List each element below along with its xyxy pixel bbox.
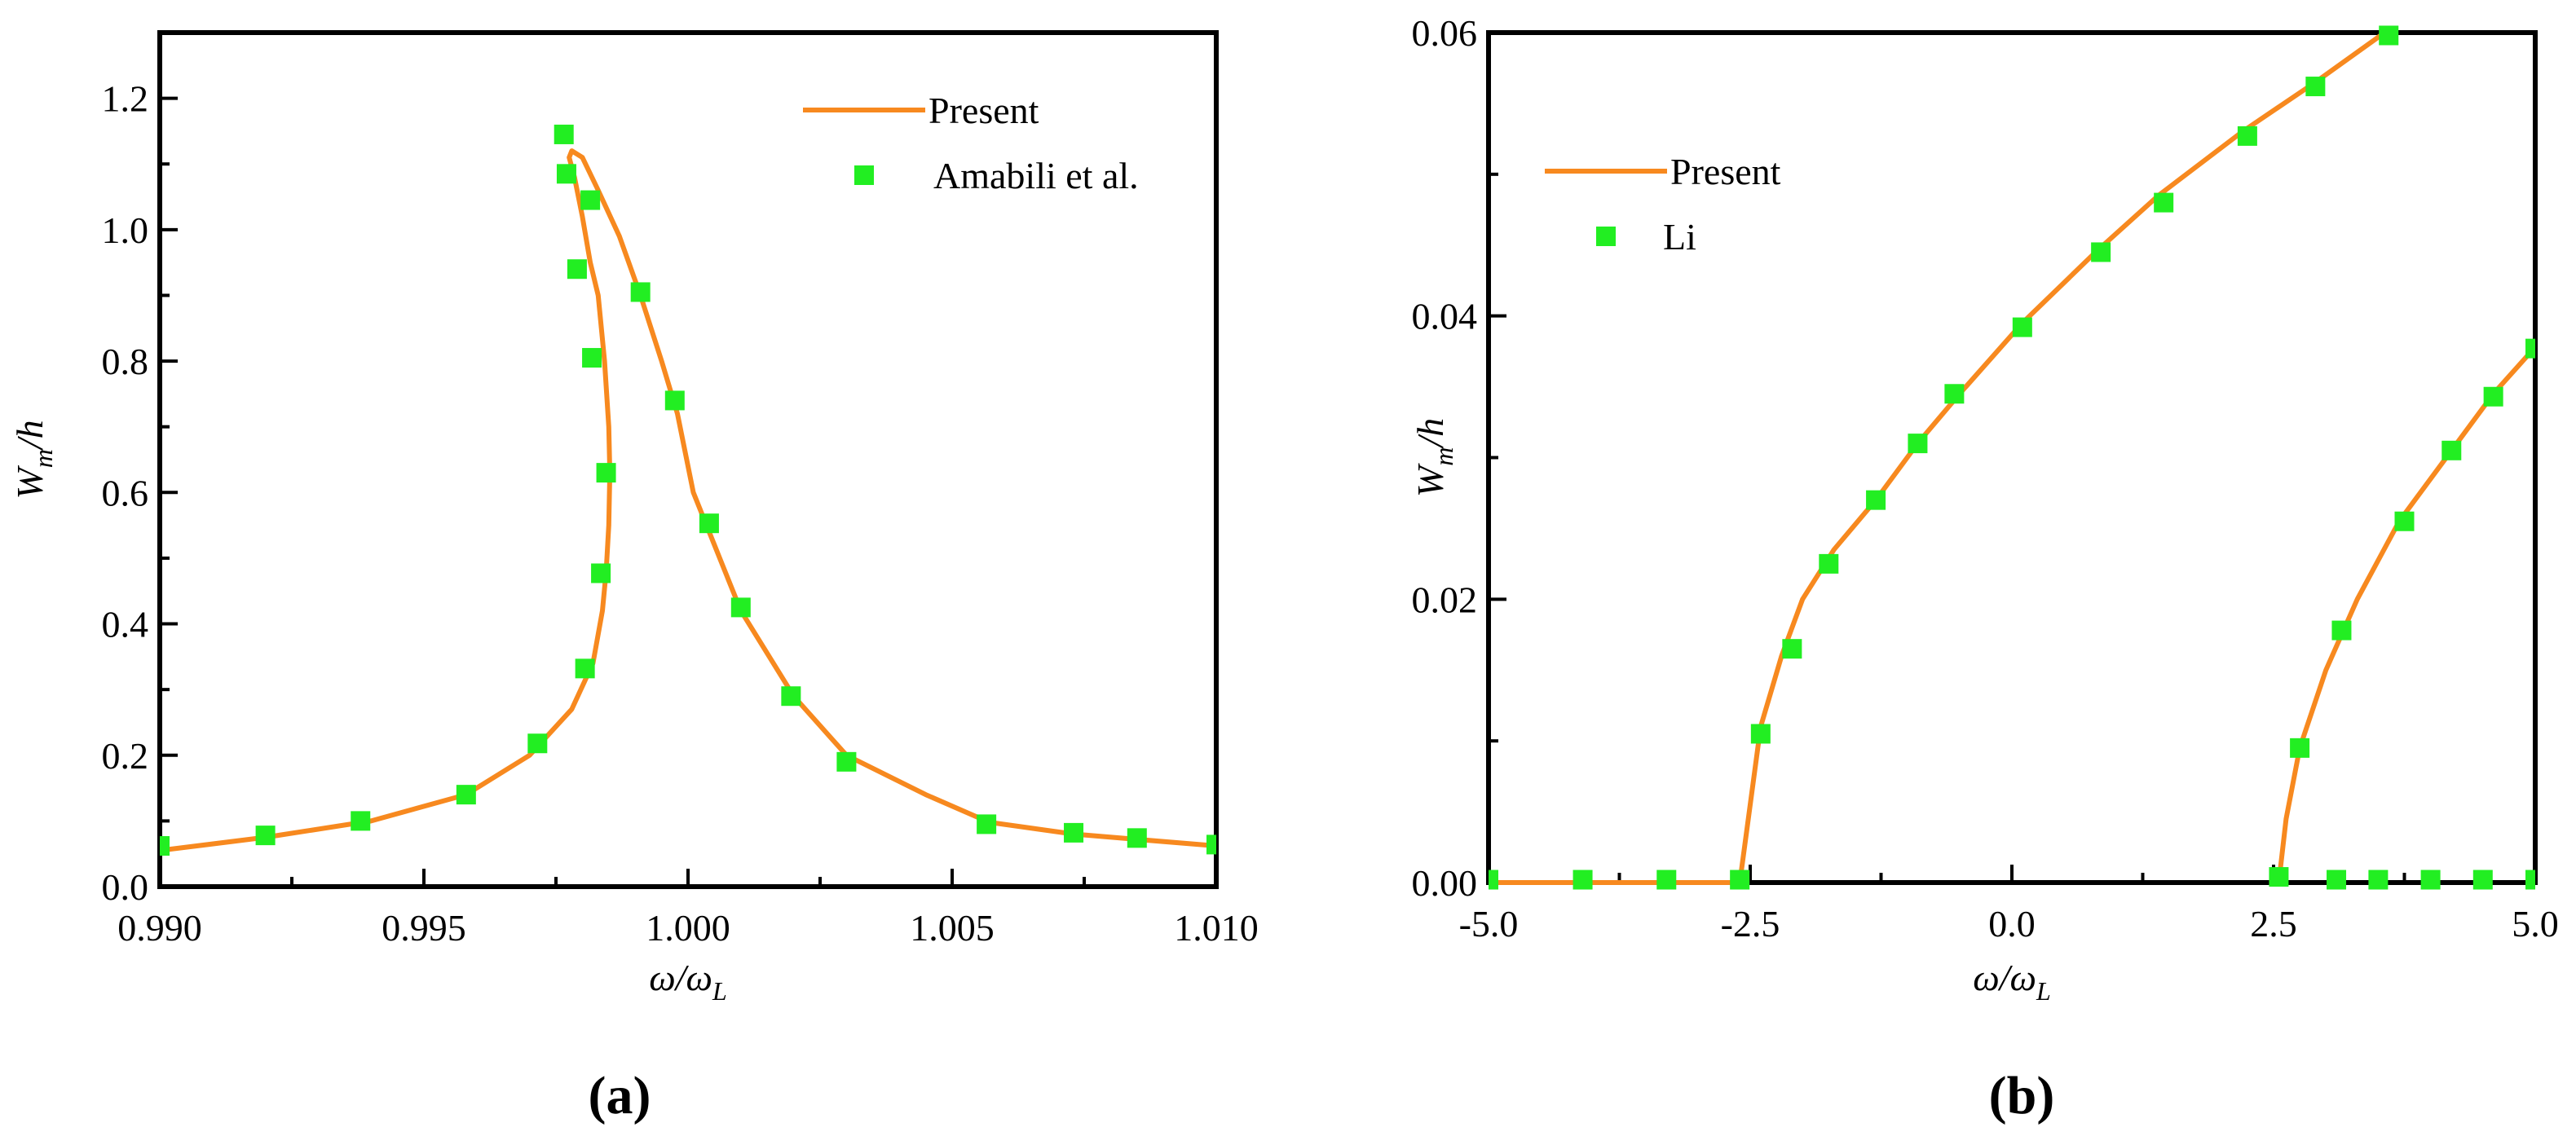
data-point	[977, 814, 997, 834]
data-point	[2420, 870, 2441, 890]
data-point	[1908, 434, 1928, 454]
data-point	[1866, 490, 1886, 510]
x-tick-label: 0.995	[382, 907, 466, 949]
y-tick-label: 0.06	[1412, 12, 1478, 54]
data-point	[351, 811, 371, 831]
plot-area	[160, 124, 1216, 856]
data-point	[2441, 440, 2462, 460]
data-point	[1656, 870, 1677, 890]
y-tick-label: 0.6	[102, 472, 149, 513]
data-point	[2269, 867, 2289, 887]
data-point	[1730, 870, 1750, 890]
data-point	[1206, 834, 1216, 855]
data-point	[2012, 317, 2032, 337]
data-point	[567, 259, 587, 280]
x-tick-label: 2.5	[2250, 903, 2297, 944]
x-tick-label: 5.0	[2512, 903, 2559, 944]
y-axis-label: Wm/h	[9, 420, 58, 499]
x-tick-label: -2.5	[1721, 903, 1780, 944]
data-point	[2525, 870, 2535, 890]
data-point	[630, 282, 651, 302]
y-tick-label: 0.2	[102, 735, 149, 777]
y-tick-label: 0.00	[1412, 862, 1478, 904]
data-point	[2368, 870, 2389, 890]
data-point	[160, 836, 170, 856]
y-tick-label: 0.8	[102, 341, 149, 382]
legend-square-symbol	[854, 165, 874, 185]
data-point	[781, 686, 801, 707]
data-point	[456, 785, 476, 805]
data-point	[582, 348, 602, 368]
y-tick-label: 1.2	[102, 78, 149, 120]
series-line-present	[1489, 27, 2392, 885]
data-point	[1819, 553, 1839, 574]
data-point	[2290, 738, 2310, 758]
data-point	[836, 751, 857, 772]
legend-label: Present	[929, 90, 1039, 131]
y-axis-label: Wm/h	[1409, 418, 1458, 497]
y-tick-label: 0.4	[102, 604, 149, 645]
data-point	[1573, 870, 1593, 890]
y-tick-label: 0.0	[102, 866, 149, 908]
legend-label: Present	[1670, 151, 1781, 192]
data-point	[699, 513, 719, 534]
panel-b-chart: -5.0 -2.5 0.0 2.5 5.0 0.00 0.02 0.04 0.06 ω/ωL Wm/…	[1409, 12, 2559, 1125]
data-point	[255, 826, 276, 846]
legend-label: Amabili et al.	[933, 155, 1139, 196]
y-tick-label: 0.02	[1412, 579, 1478, 620]
plot-frame	[1486, 30, 2538, 885]
x-tick-label: -5.0	[1459, 903, 1519, 944]
x-axis-label: ω/ωL	[1973, 957, 2051, 1006]
data-point	[2237, 125, 2257, 146]
data-point	[554, 124, 574, 144]
plot-area	[1489, 25, 2535, 890]
data-point	[664, 390, 685, 411]
data-point	[2091, 242, 2111, 262]
y-tick-label: 0.04	[1412, 296, 1478, 337]
x-tick-label: 1.010	[1174, 907, 1259, 949]
data-point	[1127, 828, 1147, 848]
y-tick-label: 1.0	[102, 209, 149, 251]
data-point	[575, 658, 595, 679]
data-point	[2327, 870, 2347, 890]
data-point	[2472, 870, 2493, 890]
data-point	[556, 164, 576, 184]
data-point	[1782, 639, 1802, 659]
series-line-present	[2276, 344, 2535, 885]
data-point	[580, 190, 601, 210]
x-axis-label: ω/ωL	[649, 957, 727, 1006]
data-point	[2525, 338, 2535, 359]
data-point	[1944, 384, 1965, 404]
data-point	[2379, 25, 2399, 46]
panel-label: (a)	[589, 1066, 651, 1125]
x-tick-label: 0.990	[117, 907, 202, 949]
data-point	[2331, 620, 2352, 641]
x-tick-label: 1.005	[910, 907, 995, 949]
data-point	[1750, 724, 1771, 744]
data-point	[527, 733, 548, 754]
legend-label: Li	[1663, 216, 1696, 258]
panel-label: (b)	[1989, 1066, 2055, 1125]
data-point	[1489, 870, 1498, 890]
panel-a-chart: 0.990 0.995 1.000 1.005 1.010 0.0 0.2 0.4 0.6 0.8…	[9, 30, 1259, 1125]
data-point	[2483, 386, 2503, 407]
data-point	[2154, 192, 2174, 213]
legend-square-symbol	[1596, 227, 1616, 246]
x-tick-label: 0.0	[1988, 903, 2036, 944]
data-point	[596, 463, 616, 483]
x-tick-label: 1.000	[646, 907, 730, 949]
data-point	[1064, 822, 1084, 843]
series-line-present	[160, 148, 1216, 853]
data-point	[2394, 511, 2415, 531]
data-point	[2305, 77, 2326, 97]
data-point	[730, 597, 751, 618]
data-point	[591, 563, 611, 583]
